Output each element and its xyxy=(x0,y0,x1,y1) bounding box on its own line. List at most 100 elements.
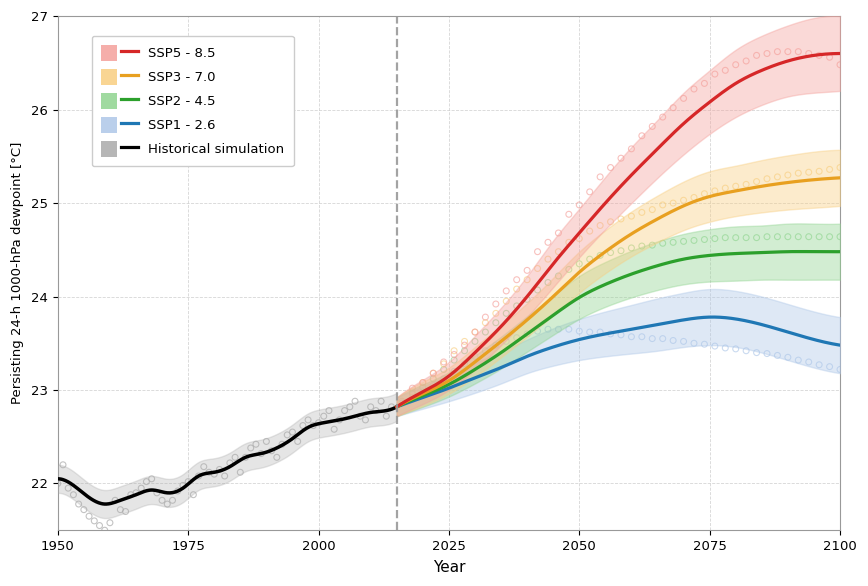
Point xyxy=(541,254,555,264)
Point xyxy=(385,402,398,411)
Point xyxy=(291,437,305,446)
Point xyxy=(698,339,712,349)
Point xyxy=(708,186,722,196)
Point xyxy=(213,465,227,474)
Point xyxy=(740,56,753,66)
Point xyxy=(750,177,764,186)
Point xyxy=(447,367,461,376)
Point xyxy=(405,383,419,393)
Point xyxy=(520,295,534,304)
Point xyxy=(171,486,185,496)
Point xyxy=(740,233,753,243)
Point xyxy=(655,334,669,343)
Point xyxy=(478,312,492,322)
Point xyxy=(603,248,617,257)
Point xyxy=(687,236,701,245)
Point xyxy=(489,318,503,328)
Point xyxy=(729,233,743,243)
X-axis label: Year: Year xyxy=(432,560,465,575)
Point xyxy=(750,348,764,357)
Point xyxy=(343,402,357,411)
Point xyxy=(426,369,440,378)
Point xyxy=(645,122,659,131)
Point xyxy=(655,200,669,210)
Point xyxy=(614,330,628,339)
Point xyxy=(114,505,128,515)
Point xyxy=(457,359,471,369)
Point xyxy=(369,406,383,415)
Point xyxy=(416,387,430,397)
Point xyxy=(416,383,430,392)
Point xyxy=(551,229,565,238)
Point xyxy=(233,468,247,477)
Point xyxy=(823,362,837,372)
Point xyxy=(603,163,617,172)
Point xyxy=(72,499,86,509)
Point xyxy=(499,337,513,346)
Point xyxy=(108,496,122,505)
Point xyxy=(624,332,638,342)
Point xyxy=(327,425,341,434)
Point xyxy=(781,232,795,241)
Point xyxy=(249,440,263,449)
Point xyxy=(489,309,503,318)
Point xyxy=(760,174,774,183)
Point xyxy=(457,340,471,350)
Point xyxy=(223,458,237,468)
Point xyxy=(124,490,138,499)
Legend: SSP5 - 8.5, SSP3 - 7.0, SSP2 - 4.5, SSP1 - 2.6, Historical simulation: SSP5 - 8.5, SSP3 - 7.0, SSP2 - 4.5, SSP1… xyxy=(92,36,294,166)
Point xyxy=(677,94,691,103)
Point xyxy=(468,328,482,337)
Point xyxy=(332,415,346,425)
Point xyxy=(582,226,596,236)
Point xyxy=(802,232,816,241)
Point xyxy=(562,210,575,219)
Point xyxy=(437,364,450,374)
Point xyxy=(719,233,733,243)
Point xyxy=(551,325,565,334)
Point xyxy=(833,364,847,374)
Point xyxy=(740,180,753,189)
Point xyxy=(562,265,575,274)
Point xyxy=(687,339,701,348)
Point xyxy=(166,496,180,505)
Point xyxy=(489,299,503,309)
Point xyxy=(447,356,461,365)
Point xyxy=(698,189,712,199)
Point xyxy=(551,271,565,281)
Point xyxy=(140,477,154,486)
Point xyxy=(135,483,148,493)
Point xyxy=(667,336,681,345)
Point xyxy=(437,357,450,367)
Point xyxy=(812,50,826,60)
Point xyxy=(312,418,326,427)
Point xyxy=(729,60,743,69)
Point xyxy=(129,488,143,498)
Point xyxy=(740,346,753,356)
Point xyxy=(457,346,471,356)
Point xyxy=(792,232,806,241)
Point xyxy=(478,346,492,356)
Point xyxy=(348,397,362,406)
Point xyxy=(301,415,315,425)
Point xyxy=(489,340,503,350)
Point xyxy=(729,182,743,191)
Point xyxy=(802,357,816,367)
Point xyxy=(520,329,534,339)
Point xyxy=(306,421,320,430)
Point xyxy=(468,337,482,346)
Point xyxy=(781,353,795,362)
Point xyxy=(520,265,534,275)
Point xyxy=(812,360,826,369)
Point xyxy=(395,397,409,406)
Point xyxy=(93,521,107,530)
Point xyxy=(270,452,284,462)
Point xyxy=(56,460,70,469)
Point xyxy=(687,84,701,94)
Point xyxy=(792,168,806,178)
Point xyxy=(624,144,638,154)
Point xyxy=(82,512,96,521)
Point xyxy=(719,343,733,353)
Point xyxy=(677,337,691,346)
Point xyxy=(353,411,367,421)
